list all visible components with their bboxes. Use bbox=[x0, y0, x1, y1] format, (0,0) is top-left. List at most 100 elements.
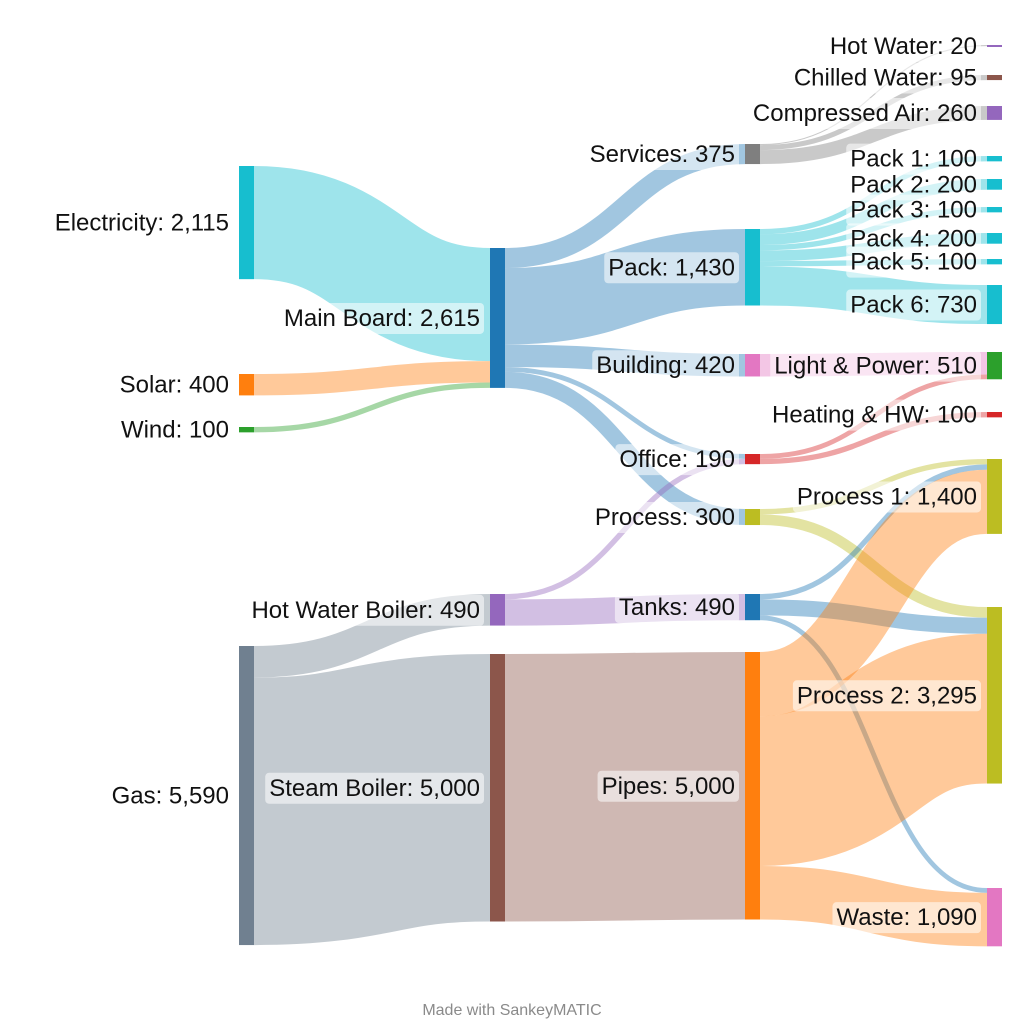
credit-text: Made with SankeyMATIC bbox=[422, 1002, 601, 1019]
node-label-text: Heating & HW: 100 bbox=[772, 402, 977, 429]
flow-tanks-to-waste bbox=[759, 615, 988, 893]
node-label-text: Hot Water: 20 bbox=[830, 33, 977, 60]
flow-tanks-to-process-1 bbox=[759, 464, 988, 600]
node-label-text: Pack: 1,430 bbox=[608, 254, 735, 281]
node-services bbox=[745, 144, 760, 165]
node-tanks bbox=[745, 594, 760, 621]
node-label-bg bbox=[247, 594, 484, 626]
flow-solar-to-main-board bbox=[253, 361, 491, 396]
node-label-bg bbox=[846, 223, 981, 255]
node-label-text: Process 1: 1,400 bbox=[797, 483, 977, 510]
node-building bbox=[745, 354, 760, 377]
node-label-bg bbox=[792, 680, 981, 712]
flow-pipes-to-process-2 bbox=[757, 633, 990, 866]
node-pack bbox=[745, 229, 760, 306]
node-label-waste: Waste: 1,090 bbox=[832, 902, 981, 934]
node-label-text: Services: 375 bbox=[590, 141, 735, 168]
node-label-bg bbox=[615, 444, 739, 476]
flow-tanks-to-process-2 bbox=[759, 599, 988, 634]
node-label-bg bbox=[832, 902, 981, 934]
node-label-bg bbox=[265, 772, 484, 804]
node-chilled-water bbox=[987, 75, 1002, 81]
node-compressed-air bbox=[987, 106, 1002, 120]
node-light-power bbox=[987, 352, 1002, 380]
node-label-text: Chilled Water: 95 bbox=[794, 65, 977, 92]
node-label-bg bbox=[846, 289, 981, 321]
node-process-1 bbox=[987, 459, 1002, 534]
node-label-bg bbox=[592, 350, 739, 382]
node-process bbox=[745, 509, 760, 526]
node-label-electricity: Electricity: 2,115 bbox=[55, 210, 229, 237]
node-pipes bbox=[745, 652, 760, 920]
node-label-pack-5: Pack 5: 100 bbox=[846, 246, 981, 278]
node-label-text: Process 2: 3,295 bbox=[797, 682, 977, 709]
node-label-main-board: Main Board: 2,615 bbox=[279, 302, 484, 334]
node-label-text: Hot Water Boiler: 490 bbox=[251, 597, 480, 624]
node-label-process-1: Process 1: 1,400 bbox=[792, 481, 981, 513]
node-hot-water-boiler bbox=[490, 594, 505, 626]
node-label-compressed-air: Compressed Air: 260 bbox=[748, 97, 981, 129]
node-electricity bbox=[239, 166, 254, 280]
node-label-bg bbox=[770, 350, 981, 382]
node-pack-2 bbox=[987, 179, 1002, 190]
node-label-services: Services: 375 bbox=[585, 139, 739, 171]
node-label-bg bbox=[768, 399, 981, 431]
node-label-bg bbox=[585, 139, 739, 171]
node-label-text: Solar: 400 bbox=[120, 372, 229, 399]
node-steam-boiler bbox=[490, 654, 505, 922]
node-label-pack-2: Pack 2: 200 bbox=[846, 169, 981, 201]
node-label-text: Wind: 100 bbox=[121, 417, 229, 444]
node-label-tanks: Tanks: 490 bbox=[614, 592, 739, 624]
node-label-bg bbox=[846, 169, 981, 201]
node-label-process: Process: 300 bbox=[590, 502, 739, 534]
node-pack-4 bbox=[987, 233, 1002, 244]
node-heating-hw bbox=[987, 412, 1002, 418]
node-pack-1 bbox=[987, 156, 1002, 162]
node-label-text: Pack 6: 730 bbox=[850, 292, 977, 319]
node-label-text: Pack 5: 100 bbox=[850, 249, 977, 276]
node-label-text: Process: 300 bbox=[595, 504, 735, 531]
node-waste bbox=[987, 888, 1002, 947]
node-label-process-2: Process 2: 3,295 bbox=[792, 680, 981, 712]
node-label-bg bbox=[604, 252, 739, 284]
node-label-wind: Wind: 100 bbox=[121, 417, 229, 444]
node-label-pack-1: Pack 1: 100 bbox=[846, 143, 981, 175]
node-label-bg bbox=[846, 194, 981, 226]
node-label-pipes: Pipes: 5,000 bbox=[597, 770, 739, 802]
node-label-bg bbox=[597, 770, 739, 802]
flow-electricity-to-main-board bbox=[252, 166, 492, 362]
node-label-building: Building: 420 bbox=[592, 350, 739, 382]
node-label-chilled-water: Chilled Water: 95 bbox=[789, 62, 981, 94]
node-label-bg bbox=[748, 97, 981, 129]
node-office bbox=[745, 454, 760, 465]
node-label-text: Office: 190 bbox=[619, 446, 735, 473]
node-label-text: Building: 420 bbox=[596, 352, 735, 379]
node-label-text: Main Board: 2,615 bbox=[284, 305, 480, 332]
node-label-bg bbox=[825, 31, 981, 62]
labels-layer: Electricity: 2,115 Solar: 400 Wind: 100 Gas… bbox=[55, 31, 981, 934]
node-label-text: Gas: 5,590 bbox=[112, 783, 229, 810]
node-label-bg bbox=[614, 592, 739, 624]
node-pack-3 bbox=[987, 207, 1002, 213]
node-label-gas: Gas: 5,590 bbox=[112, 783, 229, 810]
node-label-office: Office: 190 bbox=[615, 444, 739, 476]
node-label-hot-water-boiler: Hot Water Boiler: 490 bbox=[247, 594, 484, 626]
node-label-bg bbox=[792, 481, 981, 513]
node-label-heating-hw: Heating & HW: 100 bbox=[768, 399, 981, 431]
node-label-bg bbox=[846, 246, 981, 278]
node-label-bg bbox=[789, 62, 981, 94]
node-label-bg bbox=[279, 302, 484, 334]
nodes-layer bbox=[239, 45, 1002, 947]
node-label-steam-boiler: Steam Boiler: 5,000 bbox=[265, 772, 484, 804]
node-process-2 bbox=[987, 607, 1002, 784]
node-wind bbox=[239, 427, 254, 433]
flow-wind-to-main-board bbox=[253, 382, 491, 433]
node-hot-water bbox=[987, 45, 1002, 47]
node-label-pack: Pack: 1,430 bbox=[604, 252, 739, 284]
node-label-pack-6: Pack 6: 730 bbox=[846, 289, 981, 321]
node-label-light-power: Light & Power: 510 bbox=[770, 350, 981, 382]
node-label-solar: Solar: 400 bbox=[120, 372, 229, 399]
node-label-hot-water: Hot Water: 20 bbox=[825, 31, 981, 62]
node-solar bbox=[239, 374, 254, 396]
node-label-text: Pack 3: 100 bbox=[850, 197, 977, 224]
